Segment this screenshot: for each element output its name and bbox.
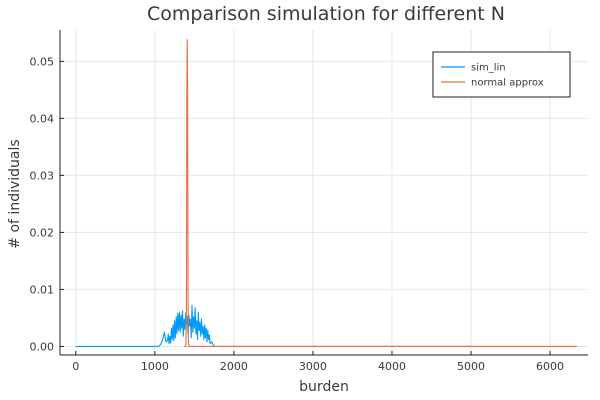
legend: sim_lin normal approx xyxy=(432,51,571,98)
x-tick-label: 3000 xyxy=(299,360,327,373)
series-line-sim-lin xyxy=(75,304,472,348)
y-tick-label: 0.04 xyxy=(30,112,55,125)
x-tick-label: 2000 xyxy=(220,360,248,373)
chart-title: Comparison simulation for different N xyxy=(147,3,505,25)
x-tick-label: 1000 xyxy=(141,360,169,373)
y-tick-label: 0.01 xyxy=(30,283,55,296)
series-layer xyxy=(75,39,577,348)
x-tick-label: 6000 xyxy=(536,360,564,373)
x-tick-label: 0 xyxy=(72,360,79,373)
y-tick-label: 0.03 xyxy=(30,169,55,182)
y-axis-label: # of individuals xyxy=(7,139,23,248)
legend-label-sim-lin: sim_lin xyxy=(471,63,506,74)
series-line-normal-approx xyxy=(184,39,577,348)
x-axis-label: burden xyxy=(299,379,349,395)
x-tick-label: 4000 xyxy=(378,360,406,373)
legend-label-normal-approx: normal approx xyxy=(471,78,544,89)
x-tick-label: 5000 xyxy=(457,360,485,373)
y-tick-label: 0.05 xyxy=(30,55,55,68)
axes: 0 1000 2000 3000 4000 5000 6000 0.00 0.01 0.02 0.0… xyxy=(30,30,588,373)
y-tick-label: 0.02 xyxy=(30,226,55,239)
legend-box xyxy=(432,51,571,98)
y-tick-label: 0.00 xyxy=(30,340,55,353)
